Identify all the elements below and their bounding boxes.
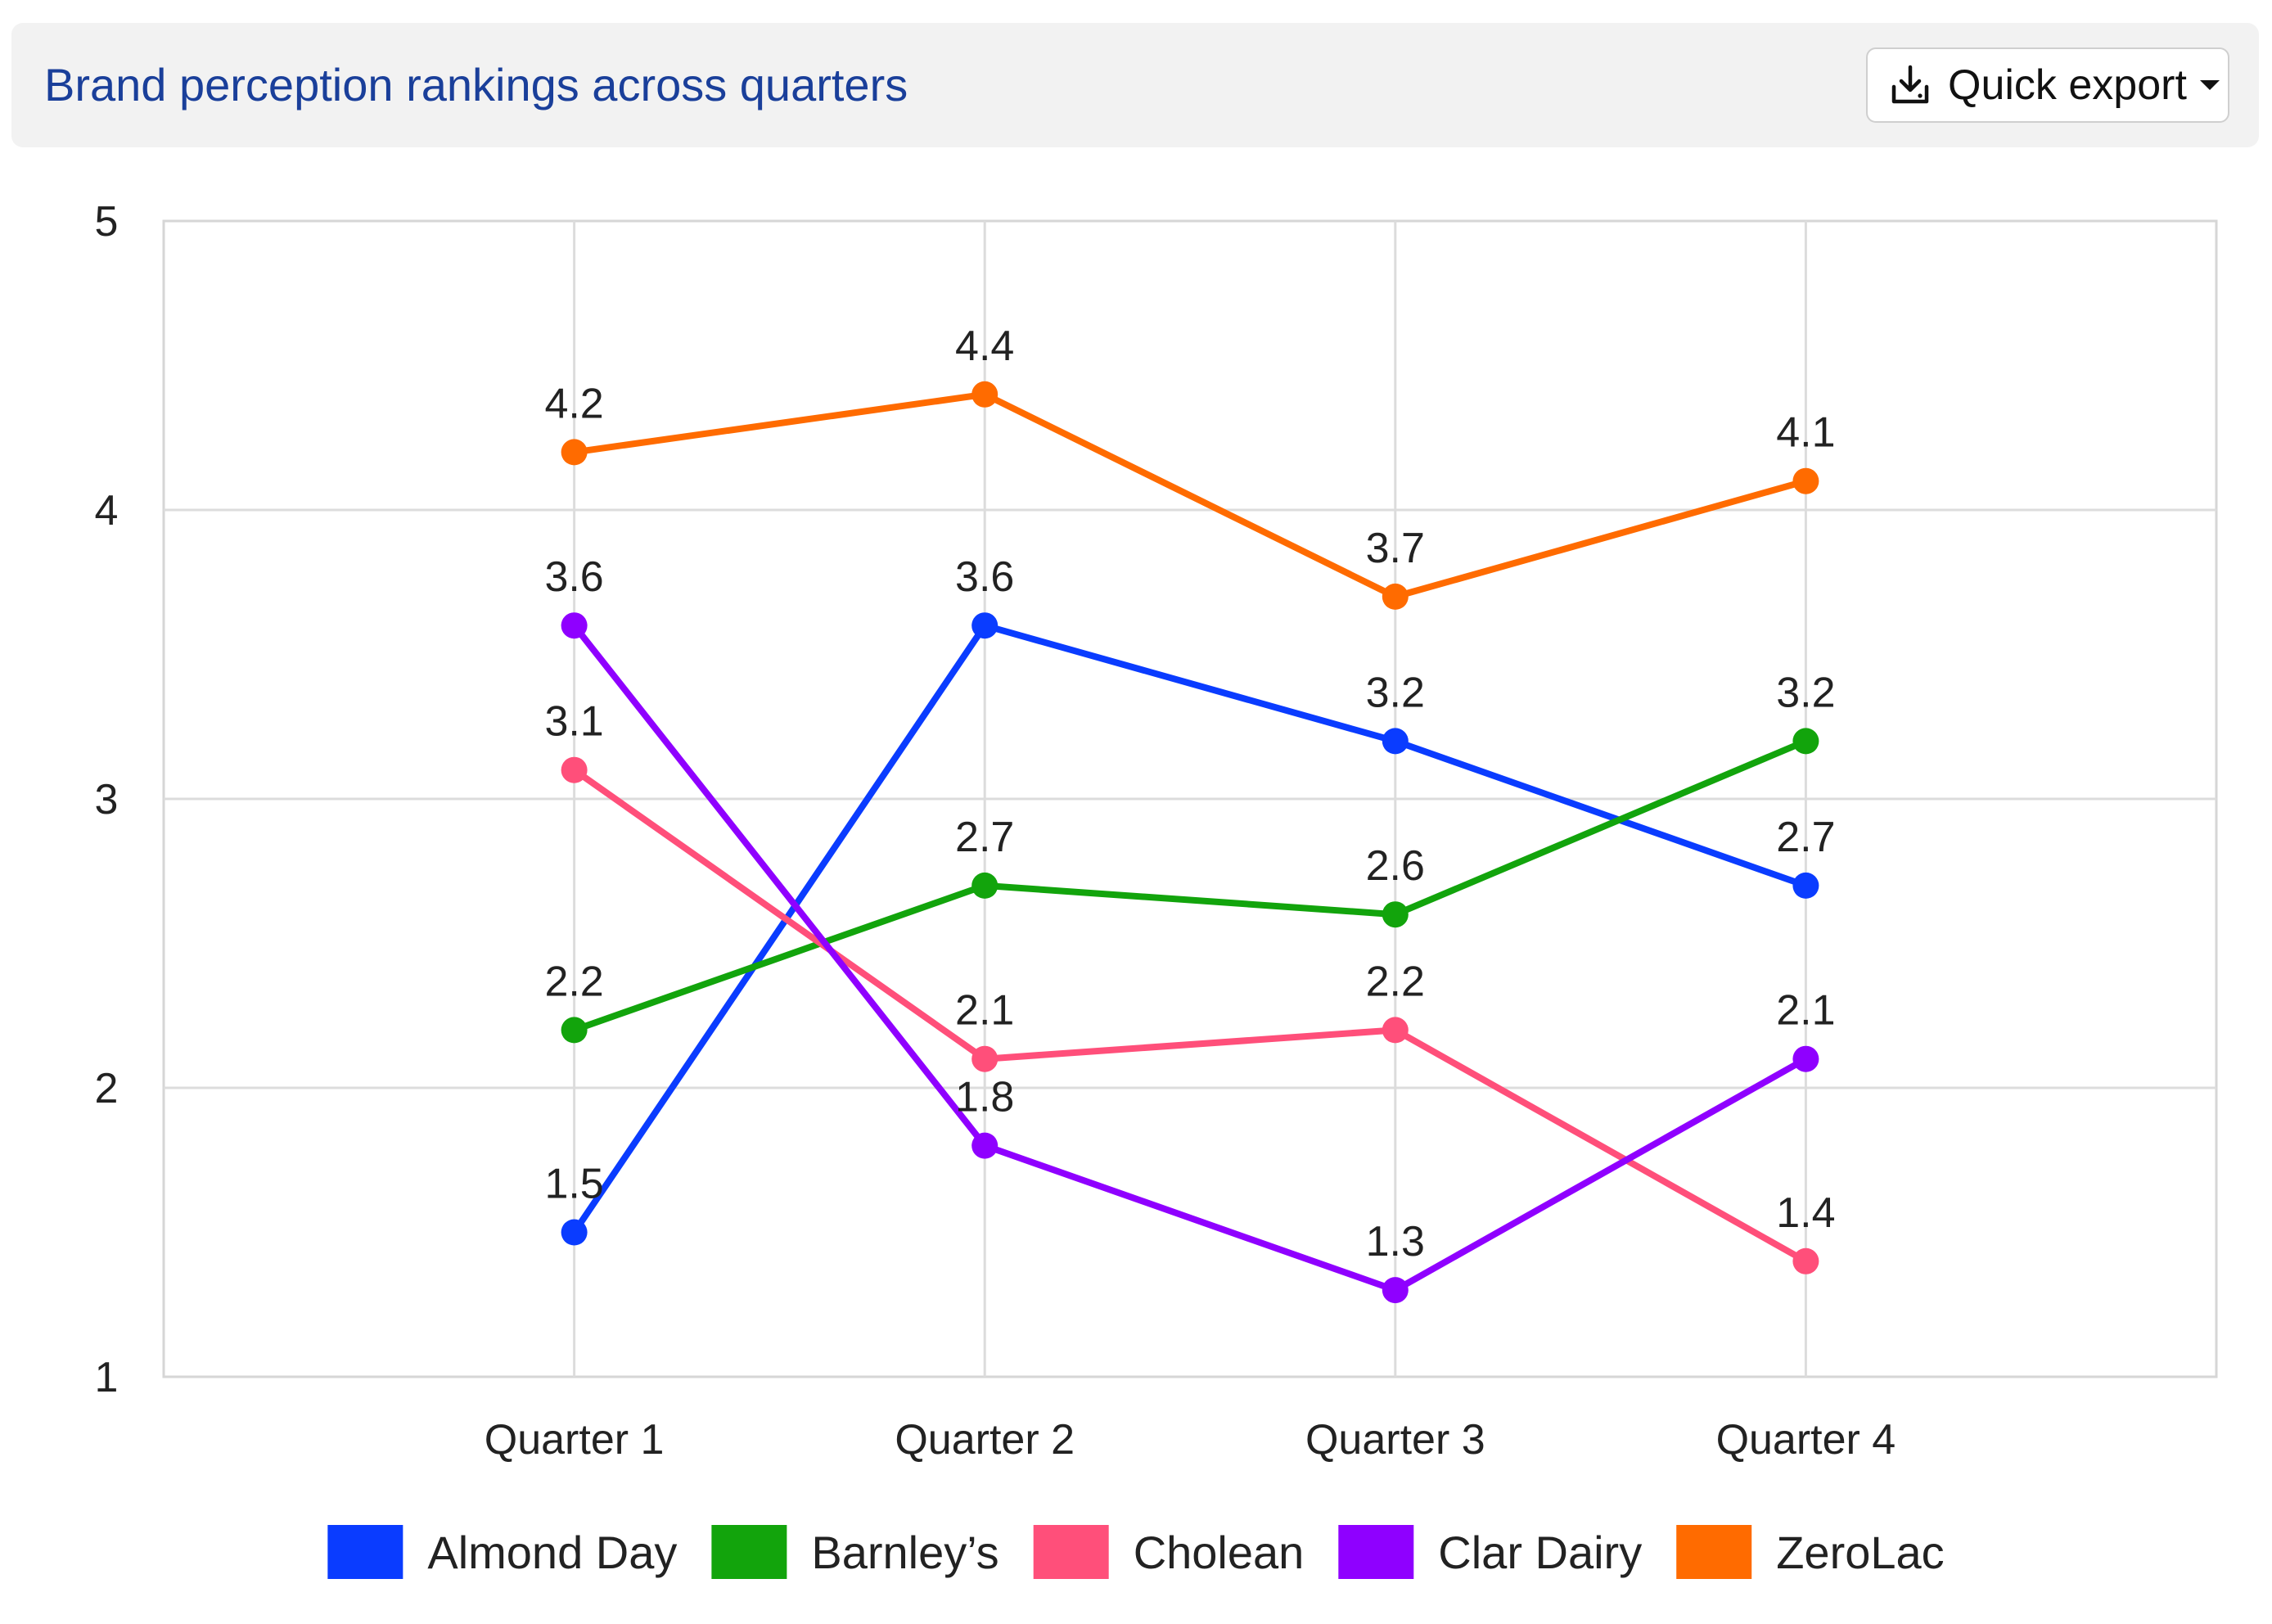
data-point[interactable] xyxy=(1382,901,1409,928)
data-point[interactable] xyxy=(561,1017,588,1044)
data-point[interactable] xyxy=(1382,1277,1409,1304)
data-point[interactable] xyxy=(1792,872,1819,899)
data-label: 2.1 xyxy=(955,987,1014,1035)
data-label: 1.5 xyxy=(544,1161,603,1208)
data-label: 2.2 xyxy=(544,958,603,1005)
data-label: 2.1 xyxy=(1776,987,1835,1035)
series-line-0 xyxy=(570,622,1810,1236)
data-point[interactable] xyxy=(1382,583,1409,610)
chart-title: Brand perception rankings across quarter… xyxy=(44,59,908,111)
data-point[interactable] xyxy=(1792,1045,1819,1072)
data-point[interactable] xyxy=(1792,728,1819,755)
legend-label: Clar Dairy xyxy=(1438,1527,1642,1578)
legend: Almond Day Barnley’s Cholean Clar Dairy Zero… xyxy=(327,1525,1945,1579)
series-line-3 xyxy=(570,622,1810,1294)
data-label: 4.2 xyxy=(544,380,603,427)
legend-item[interactable]: Clar Dairy xyxy=(1338,1525,1642,1579)
caret-down-icon xyxy=(2199,80,2220,90)
series-line-4 xyxy=(570,390,1810,600)
data-label: 2.2 xyxy=(1366,958,1425,1005)
legend-item[interactable]: Almond Day xyxy=(327,1525,677,1579)
series-line-2 xyxy=(570,766,1810,1265)
y-tick-label: 3 xyxy=(95,776,119,823)
grid-lines xyxy=(164,221,2216,1377)
data-label: 4.4 xyxy=(955,323,1014,370)
data-label: 3.6 xyxy=(544,553,603,601)
data-label: 3.7 xyxy=(1366,525,1425,572)
data-point[interactable] xyxy=(1792,467,1819,494)
y-tick-label: 5 xyxy=(95,198,119,246)
data-label: 4.1 xyxy=(1776,409,1835,457)
chart-header: Brand perception rankings across quarter… xyxy=(11,23,2259,147)
series-line-1 xyxy=(570,738,1810,1034)
data-label: 2.6 xyxy=(1366,842,1425,890)
legend-swatch xyxy=(327,1525,403,1579)
data-point[interactable] xyxy=(971,1132,999,1159)
download-tray-icon xyxy=(1891,65,1929,104)
data-label: 1.8 xyxy=(955,1074,1014,1121)
data-point[interactable] xyxy=(1382,728,1409,755)
data-label: 3.2 xyxy=(1776,669,1835,716)
data-labels: 1.5 3.6 3.2 2.7 2.2 2.7 2.6 3.2 3.1 2.1 2.2 1.4 3.6 1… xyxy=(544,323,1835,1265)
data-label: 3.6 xyxy=(955,553,1014,601)
legend-swatch xyxy=(1338,1525,1414,1579)
x-tick-label: Quarter 1 xyxy=(485,1416,665,1464)
data-label: 3.1 xyxy=(544,698,603,746)
data-point[interactable] xyxy=(561,756,588,783)
legend-swatch xyxy=(1676,1525,1752,1579)
data-label: 1.4 xyxy=(1776,1189,1835,1237)
legend-label: Barnley’s xyxy=(811,1527,999,1578)
legend-label: Almond Day xyxy=(427,1527,677,1578)
data-point[interactable] xyxy=(971,1045,999,1072)
x-axis: Quarter 1 Quarter 2 Quarter 3 Quarter 4 xyxy=(485,1416,1896,1464)
x-tick-label: Quarter 2 xyxy=(895,1416,1075,1464)
y-tick-label: 4 xyxy=(95,487,119,535)
x-tick-label: Quarter 4 xyxy=(1716,1416,1896,1464)
data-point[interactable] xyxy=(971,872,999,899)
legend-item[interactable]: Cholean xyxy=(1033,1525,1305,1579)
legend-item[interactable]: ZeroLac xyxy=(1676,1525,1945,1579)
legend-swatch xyxy=(711,1525,787,1579)
data-point[interactable] xyxy=(561,1219,588,1246)
legend-swatch xyxy=(1033,1525,1109,1579)
data-label: 1.3 xyxy=(1366,1218,1425,1265)
quick-export-button[interactable]: Quick export xyxy=(1866,47,2229,123)
data-point[interactable] xyxy=(971,612,999,639)
data-point[interactable] xyxy=(1792,1247,1819,1274)
data-label: 2.7 xyxy=(955,814,1014,861)
data-points xyxy=(561,381,1819,1304)
y-axis: 1 2 3 4 5 xyxy=(95,198,119,1401)
series-lines xyxy=(570,390,1810,1294)
y-tick-label: 1 xyxy=(95,1354,119,1401)
data-point[interactable] xyxy=(561,439,588,466)
data-point[interactable] xyxy=(561,612,588,639)
legend-label: ZeroLac xyxy=(1776,1527,1944,1578)
quick-export-label: Quick export xyxy=(1948,61,2187,109)
data-label: 3.2 xyxy=(1366,669,1425,716)
legend-item[interactable]: Barnley’s xyxy=(711,1525,999,1579)
data-point[interactable] xyxy=(1382,1017,1409,1044)
x-tick-label: Quarter 3 xyxy=(1305,1416,1485,1464)
legend-label: Cholean xyxy=(1134,1527,1305,1578)
data-point[interactable] xyxy=(971,381,999,408)
y-tick-label: 2 xyxy=(95,1065,119,1112)
data-label: 2.7 xyxy=(1776,814,1835,861)
